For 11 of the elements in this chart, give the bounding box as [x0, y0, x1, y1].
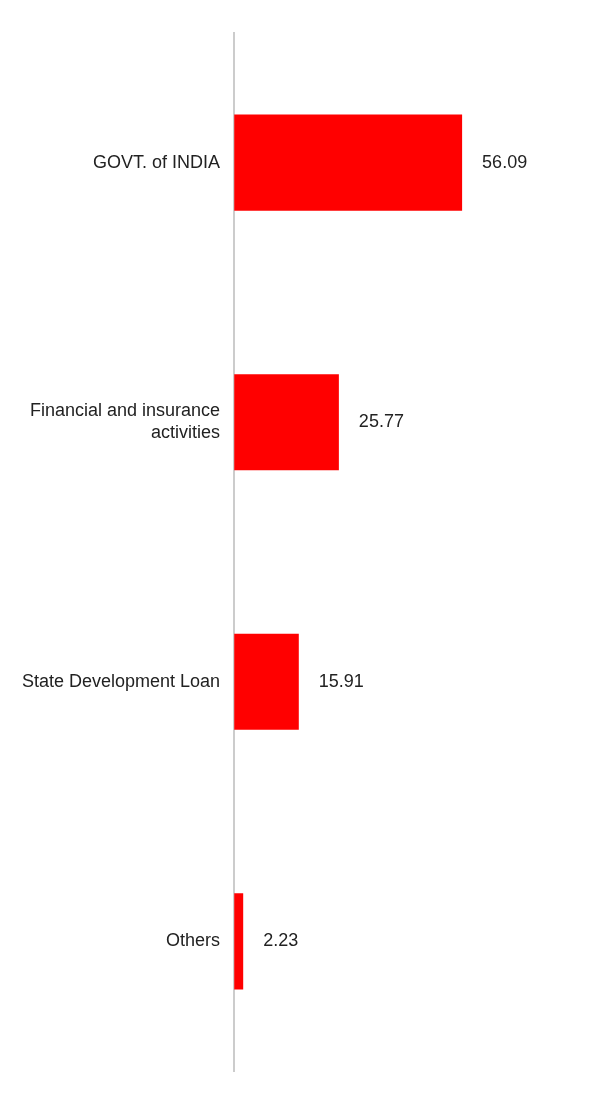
y-tick-label: GOVT. of INDIA: [93, 151, 221, 172]
bar: [234, 114, 463, 211]
bar: [234, 374, 339, 471]
data-label: 56.09: [482, 151, 528, 172]
bar: [234, 633, 299, 730]
y-tick-label: Others: [166, 930, 221, 951]
y-tick-label: Financial and insurance activities: [30, 400, 221, 442]
data-label: 2.23: [263, 930, 299, 951]
data-label: 15.91: [318, 670, 364, 691]
data-label: 25.77: [358, 411, 404, 432]
y-tick-label: State Development Loan: [21, 670, 221, 691]
